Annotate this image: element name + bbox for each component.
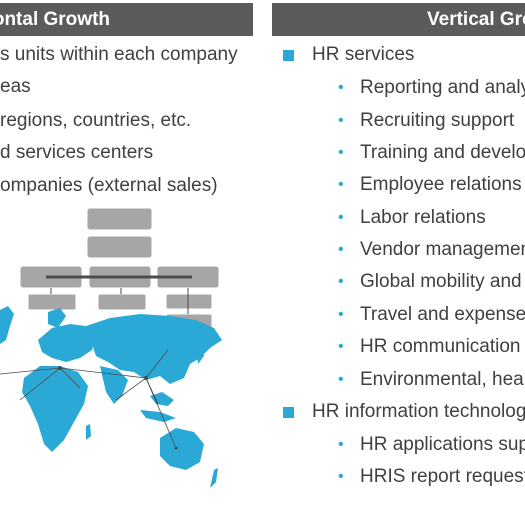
section-label-hr-it: HR information technology s (312, 401, 525, 422)
square-bullet-icon (283, 407, 294, 418)
map-new-zealand (210, 468, 218, 488)
dot-bullet-icon: • (338, 241, 344, 258)
service-item: HR communication se (360, 336, 525, 357)
vertical-growth-header: Vertical Gro (272, 3, 525, 36)
map-japan (196, 346, 204, 364)
horizontal-item: eas (0, 76, 31, 97)
map-se-asia (150, 392, 174, 406)
map-node (58, 366, 62, 370)
service-item: Labor relations (360, 207, 486, 228)
org-box-sub-right-1 (165, 293, 213, 310)
dot-bullet-icon: • (338, 79, 344, 96)
map-north-america (0, 306, 14, 344)
map-madagascar (86, 424, 91, 440)
map-europe (38, 324, 96, 362)
dot-bullet-icon: • (338, 436, 344, 453)
map-network-line (145, 377, 159, 405)
map-africa (22, 366, 88, 452)
org-box-sub-middle (97, 293, 147, 311)
section-label-hr-services: HR services (312, 44, 415, 65)
dot-bullet-icon: • (338, 468, 344, 485)
service-item: Employee relations (360, 174, 522, 195)
service-item: HRIS report requests (360, 466, 525, 487)
service-item: Global mobility and re (360, 271, 525, 292)
service-item: Environmental, health (360, 369, 525, 390)
dot-bullet-icon: • (338, 176, 344, 193)
world-map-graphic (0, 306, 222, 488)
map-network-line (19, 367, 61, 401)
map-asia (86, 314, 222, 384)
dot-bullet-icon: • (338, 338, 344, 355)
dot-bullet-icon: • (338, 112, 344, 129)
service-item: HR applications suppo (360, 434, 525, 455)
service-item: Recruiting support (360, 110, 515, 131)
map-node (144, 376, 148, 380)
service-item: Training and developr (360, 142, 525, 163)
vertical-growth-title: Vertical Gro (427, 8, 525, 30)
map-network-line (145, 349, 169, 379)
map-india (100, 366, 128, 404)
map-australia (160, 428, 204, 470)
horizontal-item: regions, countries, etc. (0, 110, 192, 131)
service-item: Reporting and analyti (360, 77, 525, 98)
map-greenland (48, 308, 66, 328)
map-network-line (115, 377, 147, 401)
dot-bullet-icon: • (338, 306, 344, 323)
horizontal-growth-header: zontal Growth (0, 3, 253, 36)
org-box-top (86, 207, 153, 231)
dot-bullet-icon: • (338, 273, 344, 290)
horizontal-item: ompanies (external sales) (0, 175, 218, 196)
org-box-sub-left (27, 293, 77, 311)
service-item: Vendor management (360, 239, 525, 260)
map-network-line (0, 367, 61, 375)
dot-bullet-icon: • (338, 371, 344, 388)
map-node (174, 446, 178, 450)
map-network-line (59, 367, 147, 379)
square-bullet-icon (283, 50, 294, 61)
dot-bullet-icon: • (338, 144, 344, 161)
dot-bullet-icon: • (338, 209, 344, 226)
service-item: Travel and expense re (360, 304, 525, 325)
horizontal-item: d services centers (0, 142, 154, 163)
map-indonesia (140, 410, 176, 422)
org-box-second (86, 235, 153, 259)
horizontal-item: s units within each company (0, 44, 238, 65)
map-network-line (59, 367, 81, 389)
horizontal-growth-title: zontal Growth (0, 8, 110, 30)
